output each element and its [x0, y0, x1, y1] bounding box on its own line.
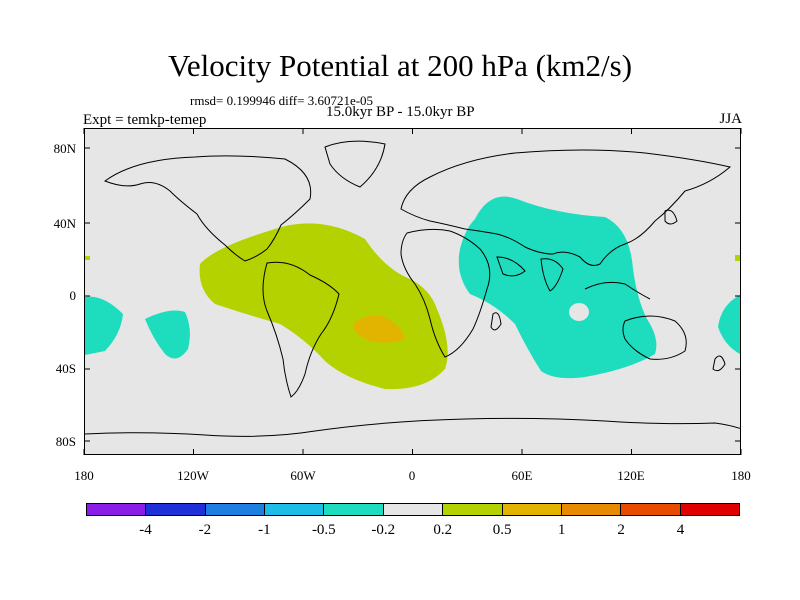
region-cyan-pacific-left [85, 296, 123, 355]
coast-southeast-asia [584, 281, 651, 300]
colorbar-swatch [324, 504, 384, 515]
experiment-label: Expt = temkp-temep [83, 112, 207, 128]
region-cyan-right-edge [718, 295, 740, 354]
period-label: 15.0kyr BP - 15.0kyr BP [326, 104, 475, 120]
map-canvas [85, 140, 740, 437]
region-cyan-indian-ocean [458, 196, 657, 379]
y-tick-label: 80S [55, 434, 76, 449]
coast-antarctica [85, 417, 740, 437]
colorbar-swatch [205, 504, 266, 515]
colorbar-label: 0.5 [492, 522, 512, 538]
colorbar-label: 0.2 [433, 522, 453, 538]
coast-africa [400, 228, 491, 358]
coast-australia [622, 315, 687, 360]
hole-indian-ocean [569, 303, 589, 321]
colorbar-swatch [502, 504, 562, 515]
x-tick-label: 180 [74, 468, 94, 483]
colorbar-swatch [146, 504, 206, 515]
region-orange-south-atlantic [353, 315, 405, 343]
y-tick-label: 0 [69, 288, 77, 303]
colorbar-swatch [443, 504, 503, 515]
colorbar-label: -1 [258, 522, 271, 538]
coast-south-america [262, 261, 340, 398]
coast-north-america [103, 155, 312, 262]
region-cyan-pacific-center [145, 310, 190, 359]
colorbar-label: -0.2 [371, 522, 396, 538]
coast-arabia [496, 256, 526, 277]
coastlines [85, 140, 740, 437]
colorbar-label: -0.5 [311, 522, 336, 538]
colorbar-swatch [87, 504, 147, 515]
region-green-atlantic [199, 223, 448, 390]
colorbar-label: -2 [198, 522, 212, 538]
coast-india [540, 258, 564, 292]
coast-europe-asia [400, 149, 732, 266]
region-green-right-edge [735, 255, 740, 261]
y-tick-label: 40S [55, 361, 76, 376]
season-label: JJA [719, 111, 742, 127]
colorbar-label: 4 [676, 522, 685, 538]
coast-japan [664, 209, 678, 225]
colorbar-label: 1 [557, 522, 566, 538]
map-plot [84, 128, 741, 455]
x-tick-label: 0 [408, 468, 416, 483]
colorbar-swatch [265, 504, 325, 515]
x-tick-label: 120E [617, 468, 645, 483]
colorbar-swatch [383, 504, 444, 515]
x-tick-label: 120W [177, 468, 209, 483]
x-tick-label: 60W [290, 468, 316, 483]
stats-subtitle: rmsd= 0.199946 diff= 3.60721e-05 [190, 93, 374, 108]
coast-new-zealand [712, 355, 726, 372]
colorbar [86, 503, 740, 516]
colorbar-swatch [561, 504, 622, 515]
x-tick-label: 180 [731, 468, 751, 483]
colorbar-label: 2 [617, 522, 625, 538]
coast-greenland [324, 140, 386, 188]
x-tick-label: 60E [511, 468, 533, 483]
region-green-left-edge [85, 256, 90, 260]
chart-title: Velocity Potential at 200 hPa (km2/s) [167, 48, 633, 83]
y-tick-label: 80N [53, 141, 76, 156]
colorbar-label: -4 [139, 522, 152, 538]
colorbar-swatch [680, 504, 739, 515]
coast-madagascar [490, 312, 502, 331]
y-tick-label: 40N [53, 216, 76, 231]
colorbar-swatch [621, 504, 681, 515]
